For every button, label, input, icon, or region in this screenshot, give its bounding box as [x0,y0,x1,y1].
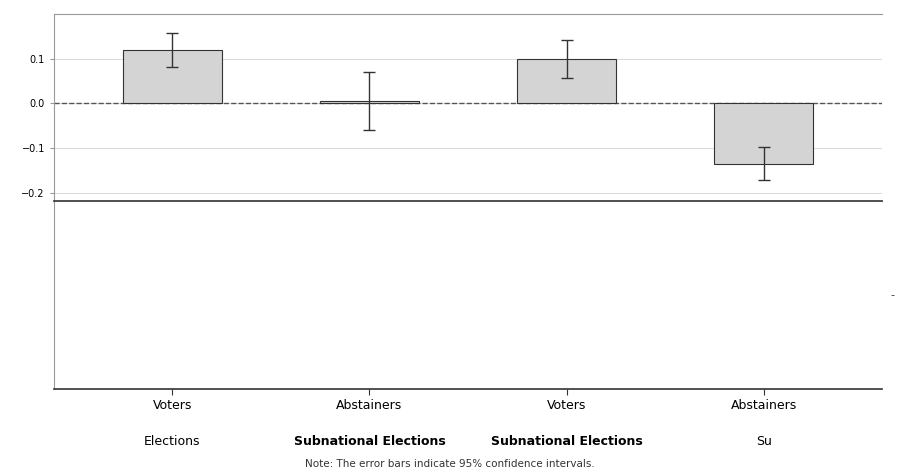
Text: Subnational Elections: Subnational Elections [491,435,643,447]
Bar [123,50,221,103]
Text: Subnational Elections: Subnational Elections [293,435,446,447]
Bar [320,101,418,103]
Bar [518,59,616,103]
Text: Elections: Elections [144,435,201,447]
Text: -: - [890,290,895,300]
Bar [715,103,813,164]
Text: Note: The error bars indicate 95% confidence intervals.: Note: The error bars indicate 95% confid… [305,459,595,469]
Text: Su: Su [756,435,771,447]
